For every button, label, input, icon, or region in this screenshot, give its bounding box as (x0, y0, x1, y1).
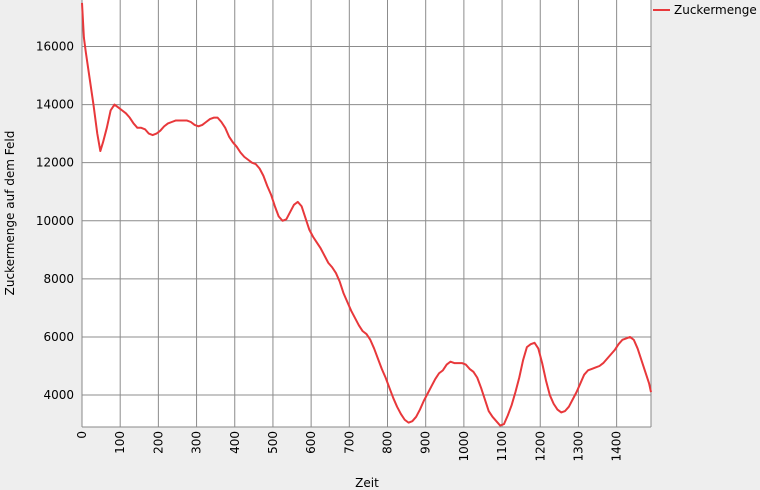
series-line-zuckermenge (81, 2, 652, 427)
x-axis-label: Zeit (355, 476, 379, 490)
x-tick-label: 400 (228, 431, 242, 454)
plot-background (82, 0, 651, 427)
y-tick-label: 12000 (36, 156, 74, 170)
x-tick-label: 1000 (457, 431, 471, 462)
series-layer (81, 2, 652, 427)
x-tick-label: 600 (304, 431, 318, 454)
x-tick-label: 1100 (495, 431, 509, 462)
x-tick-label: 900 (419, 431, 433, 454)
x-tick-label: 1200 (533, 431, 547, 462)
x-tick-label: 500 (266, 431, 280, 454)
y-axis-label: Zuckermenge auf dem Feld (3, 131, 17, 296)
y-tick-label: 8000 (43, 272, 74, 286)
legend-label: Zuckermenge (674, 3, 757, 17)
y-tick-label: 14000 (36, 98, 74, 112)
y-tick-label: 6000 (43, 330, 74, 344)
x-tick-label: 0 (75, 431, 89, 439)
x-tick-label: 700 (342, 431, 356, 454)
x-tick-label: 100 (113, 431, 127, 454)
y-tick-label: 10000 (36, 214, 74, 228)
y-axis-ticks: 4000 6000 8000 10000 12000 14000 16000 (36, 39, 74, 402)
legend: Zuckermenge (653, 3, 757, 17)
x-tick-label: 1300 (571, 431, 585, 462)
x-tick-label: 300 (190, 431, 204, 454)
x-axis-ticks: 0 100 200 300 400 500 600 700 800 900 1000 1100 1200… (75, 431, 624, 462)
x-tick-label: 200 (151, 431, 165, 454)
x-tick-label: 1400 (610, 431, 624, 462)
x-tick-label: 800 (381, 431, 395, 454)
grid-lines (81, 0, 651, 427)
y-tick-label: 16000 (36, 39, 74, 53)
y-tick-label: 4000 (43, 388, 74, 402)
